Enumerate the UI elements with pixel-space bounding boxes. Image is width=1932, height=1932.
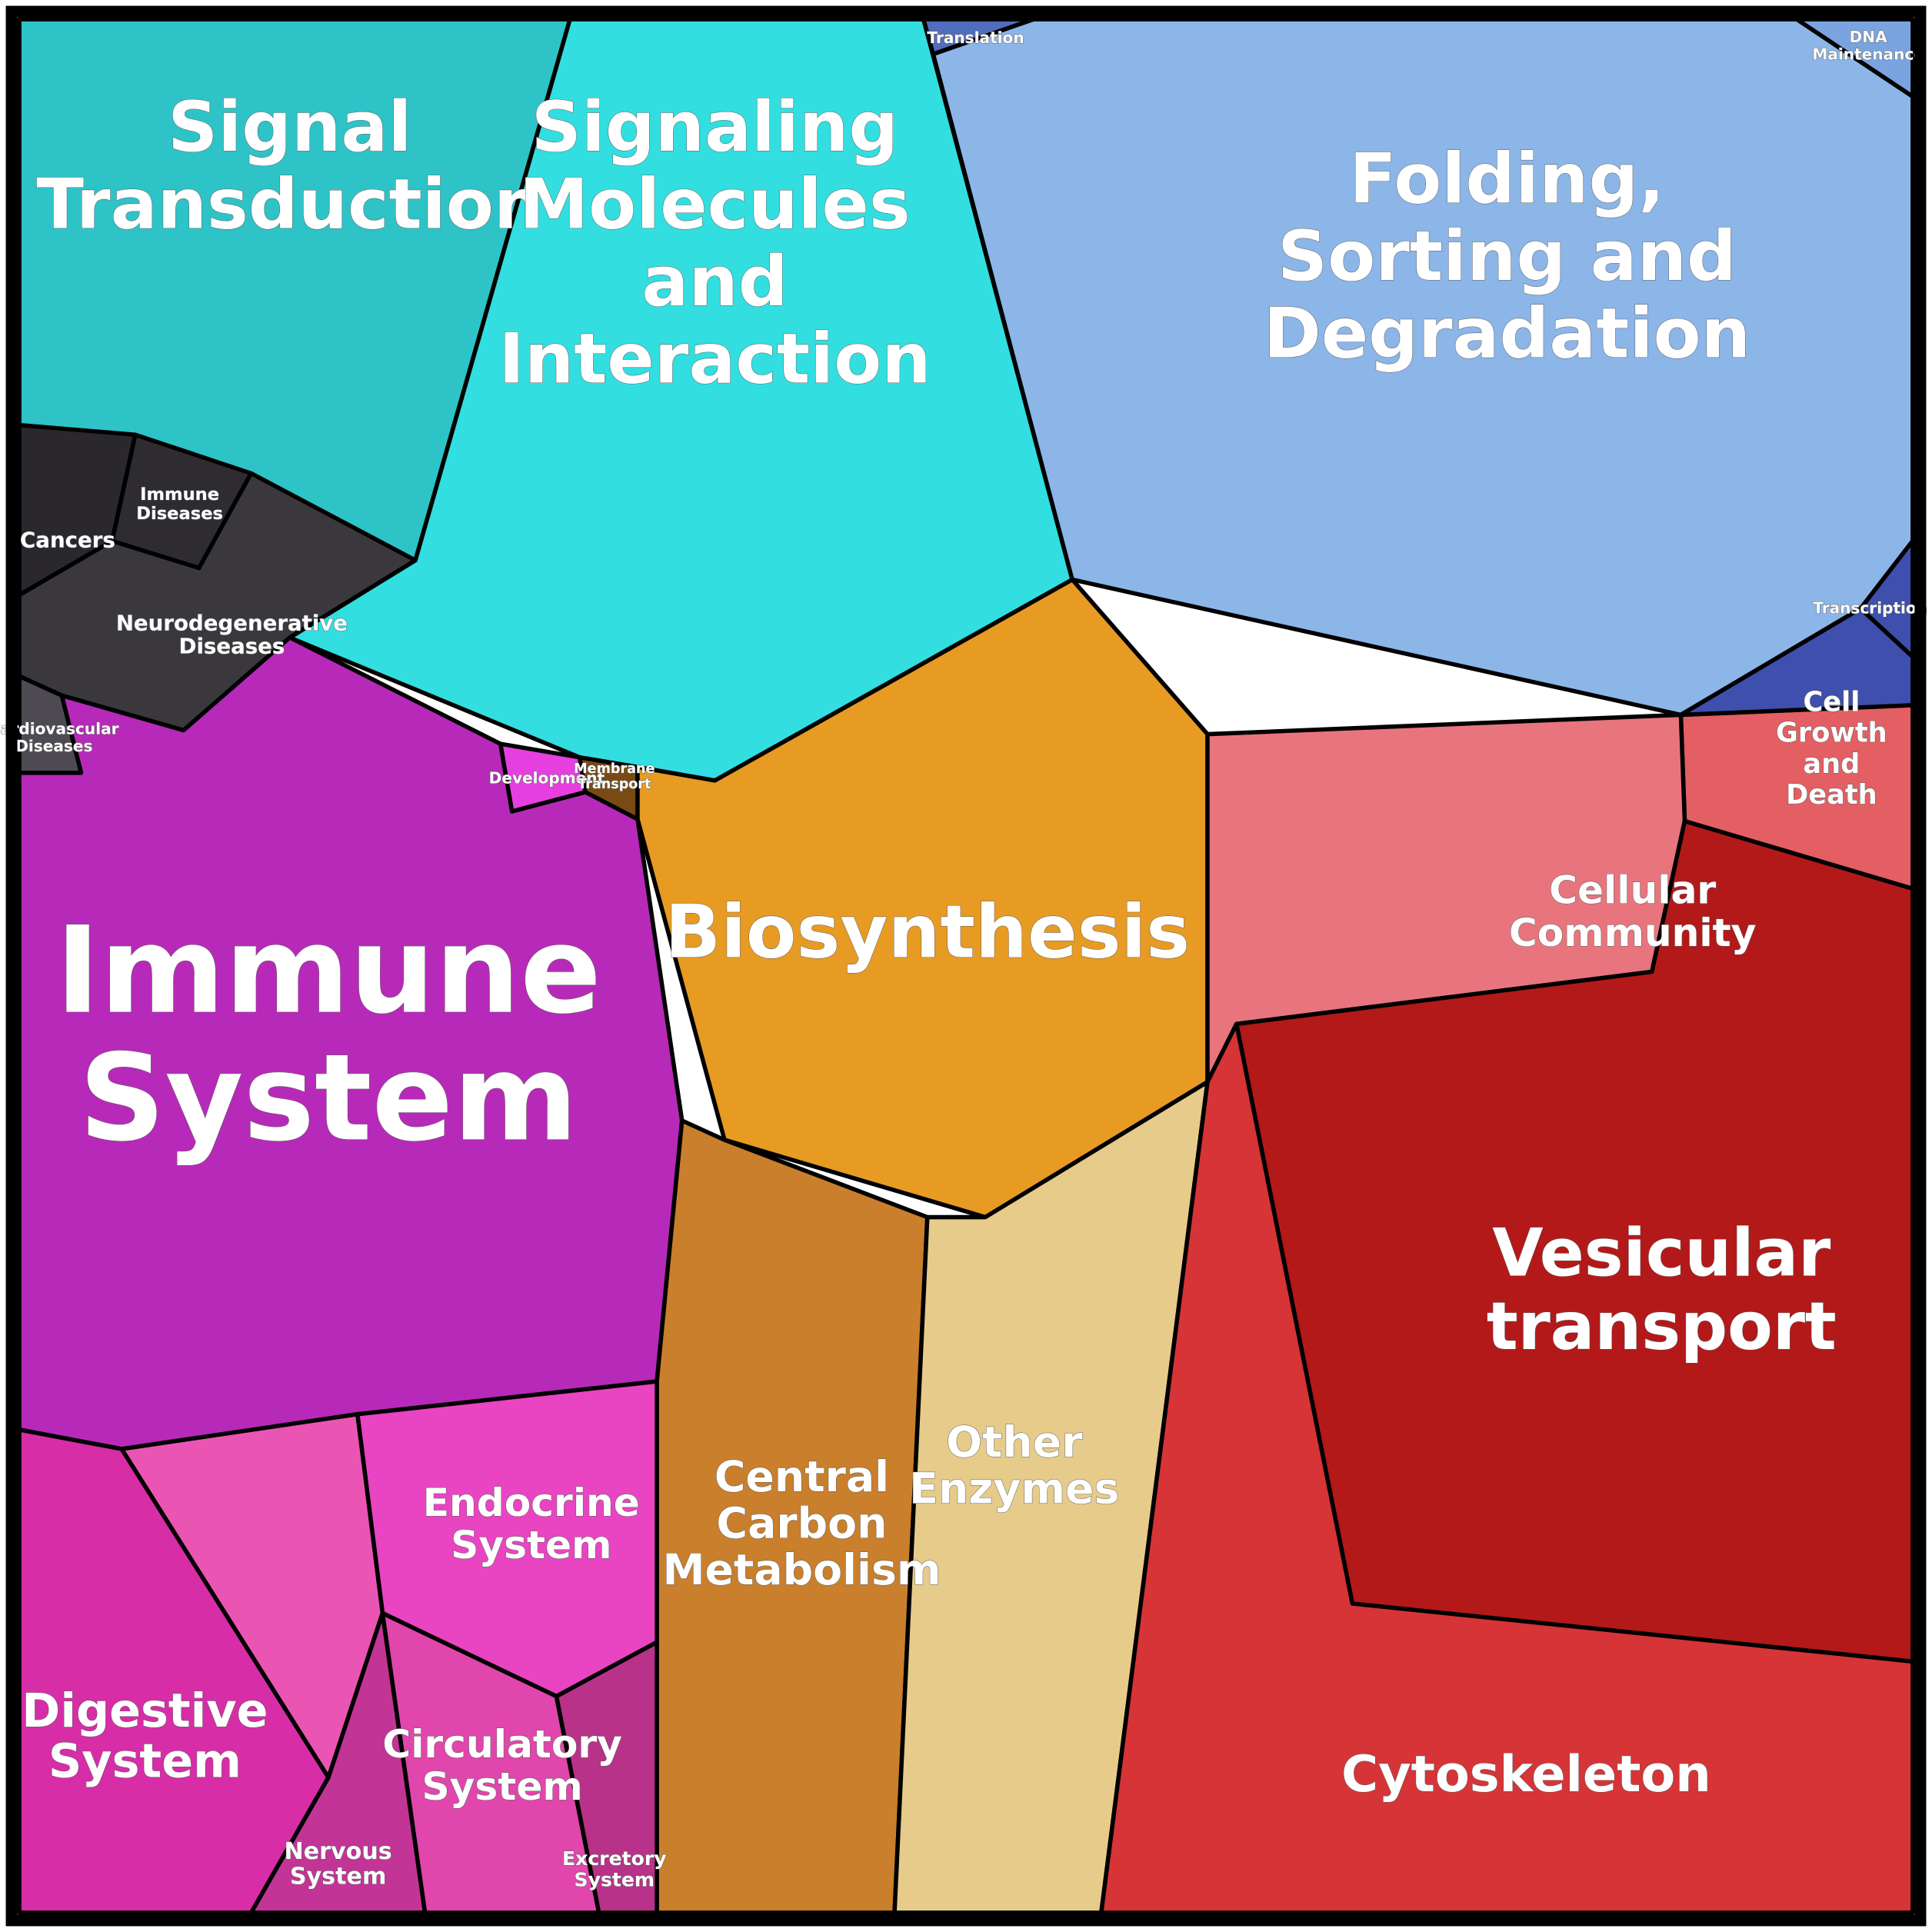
- label-line: Digestive: [22, 1684, 268, 1738]
- label-line: Transduction: [36, 164, 543, 245]
- label-line: Cytoskeleton: [1341, 1745, 1711, 1804]
- label-line: Transcription: [1813, 598, 1927, 617]
- label-line: Carbon: [717, 1500, 888, 1549]
- label-endocrine-system: EndocrineSystem: [423, 1479, 640, 1567]
- label-line: System: [421, 1764, 582, 1809]
- label-line: System: [575, 1868, 655, 1890]
- label-line: Circulatory: [382, 1720, 622, 1766]
- label-line: System: [290, 1863, 387, 1890]
- label-line: Growth: [1776, 718, 1887, 749]
- label-line: Metabolism: [662, 1546, 941, 1595]
- label-line: Endocrine: [423, 1479, 640, 1524]
- label-line: Membrane: [574, 761, 655, 777]
- label-line: System: [79, 1028, 578, 1168]
- label-line: Signal: [168, 87, 411, 168]
- label-line: Diseases: [179, 634, 285, 659]
- label-line: and: [1803, 748, 1860, 780]
- label-line: Enzymes: [909, 1464, 1119, 1514]
- label-line: Signaling: [531, 87, 898, 168]
- label-cancers: Cancers: [20, 527, 115, 552]
- label-line: Diseases: [15, 736, 92, 754]
- label-line: DNA: [1850, 27, 1887, 45]
- label-nervous-system: NervousSystem: [284, 1837, 391, 1890]
- label-line: Degradation: [1264, 293, 1750, 374]
- label-line: Biosynthesis: [665, 889, 1190, 975]
- label-line: System: [451, 1522, 611, 1567]
- label-line: Central: [715, 1453, 889, 1502]
- label-line: Cellular: [1549, 867, 1716, 912]
- label-line: Cardiovascular: [0, 719, 119, 738]
- label-line: Molecules: [519, 164, 911, 245]
- label-line: Sorting and: [1277, 216, 1737, 297]
- label-membrane-transport: MembraneTransport: [574, 761, 655, 792]
- label-line: Transport: [578, 777, 651, 792]
- label-biosynthesis: Biosynthesis: [665, 889, 1190, 975]
- label-cytoskeleton: Cytoskeleton: [1341, 1745, 1711, 1804]
- label-line: Interaction: [498, 318, 931, 399]
- label-translation: Translation: [927, 28, 1024, 47]
- label-line: Immune: [55, 901, 601, 1041]
- label-line: Maintenance: [1812, 45, 1924, 63]
- label-digestive-system: DigestiveSystem: [22, 1684, 268, 1788]
- label-immune-system: ImmuneSystem: [55, 901, 601, 1168]
- label-signaling-molecules: SignalingMoleculesandInteraction: [498, 87, 931, 399]
- label-line: Excretory: [562, 1847, 667, 1870]
- label-line: Community: [1509, 909, 1757, 954]
- label-line: Death: [1786, 779, 1877, 811]
- label-line: Cancers: [20, 527, 115, 552]
- label-line: transport: [1487, 1289, 1837, 1365]
- label-line: Cell: [1804, 686, 1860, 718]
- label-transcription: Transcription: [1813, 598, 1927, 617]
- label-line: Neurodegenerative: [116, 610, 348, 635]
- voronoi-treemap: SignalTransductionSignalingMoleculesandI…: [0, 0, 1932, 1932]
- label-line: and: [641, 242, 788, 322]
- label-line: Nervous: [284, 1837, 391, 1864]
- label-immune-diseases: ImmuneDiseases: [136, 485, 223, 524]
- label-line: Other: [946, 1418, 1083, 1467]
- label-line: Immune: [140, 485, 219, 505]
- label-line: Diseases: [136, 504, 223, 524]
- label-line: Vesicular: [1492, 1216, 1830, 1292]
- label-line: System: [48, 1734, 242, 1788]
- label-line: Translation: [927, 28, 1024, 47]
- label-excretory-system: ExcretorySystem: [562, 1847, 667, 1891]
- label-vesicular-transport: Vesiculartransport: [1487, 1216, 1837, 1365]
- label-line: Folding,: [1349, 139, 1664, 220]
